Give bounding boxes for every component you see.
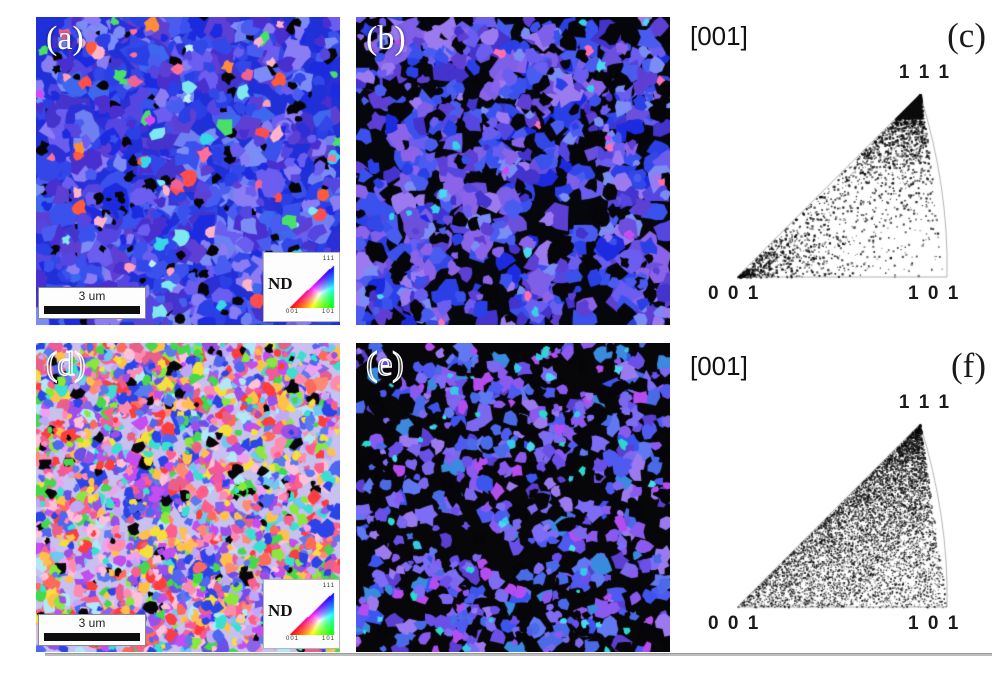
panel-a-ipf-color-key: ND 111 001 101 (263, 252, 340, 322)
scalebar-label: 3 um (78, 616, 106, 630)
scalebar-bar (44, 306, 140, 314)
panel-f-direction-label: [001] (690, 351, 748, 381)
panel-d-scalebar: 3 um (38, 614, 146, 646)
key-corner-001: 001 (286, 636, 300, 642)
scalebar-bar (44, 633, 140, 641)
key-corner-111: 111 (322, 256, 335, 262)
ipf-color-triangle: 111 001 101 (286, 583, 338, 643)
key-corner-101: 101 (321, 309, 335, 315)
key-corner-101: 101 (321, 636, 335, 642)
key-corner-001: 001 (286, 309, 300, 315)
ipf-color-triangle-canvas (289, 591, 335, 635)
ipf-f-scatter-canvas (685, 417, 995, 617)
ebsd-map-e-canvas (356, 343, 670, 652)
ipf-c-scatter-canvas (685, 87, 995, 287)
ebsd-map-b-canvas (356, 17, 670, 325)
panel-e-label: (e) (365, 345, 404, 383)
panel-c-label: (c) (947, 16, 986, 55)
key-corner-111: 111 (322, 583, 335, 589)
panel-c-corner-001: 0 0 1 (708, 283, 761, 304)
panel-f-label: (f) (951, 346, 986, 385)
panel-d-ipf-color-key: ND 111 001 101 (263, 579, 340, 649)
panel-c-direction-label: [001] (690, 21, 748, 51)
panel-d-ebsd-map: (d) 3 um ND 111 001 101 (36, 343, 340, 652)
bottom-divider-line (45, 653, 992, 656)
panel-c-inverse-pole-figure: [001] (c) 1 1 1 0 0 1 1 0 1 (680, 14, 1008, 314)
nd-direction-label: ND (268, 601, 293, 620)
panel-f-corner-111: 1 1 1 (898, 392, 952, 413)
panel-d-label: (d) (45, 345, 86, 383)
panel-f-corner-101: 1 0 1 (908, 613, 961, 634)
panel-a-label: (a) (46, 20, 84, 57)
panel-c-corner-111: 1 1 1 (898, 62, 952, 83)
nd-direction-label: ND (268, 274, 293, 293)
panel-c-corner-101: 1 0 1 (908, 283, 961, 304)
panel-e-ebsd-map: (e) (356, 343, 670, 652)
ipf-color-triangle: 111 001 101 (286, 256, 338, 316)
panel-b-label: (b) (366, 20, 406, 57)
panel-a-scalebar: 3 um (38, 287, 146, 319)
ipf-color-triangle-canvas (289, 264, 335, 308)
panel-f-inverse-pole-figure: [001] (f) 1 1 1 0 0 1 1 0 1 (680, 344, 1008, 644)
panel-b-ebsd-map: (b) (356, 17, 670, 325)
panel-f-corner-001: 0 0 1 (708, 613, 761, 634)
panel-a-ebsd-map: (a) 3 um ND 111 001 101 (36, 17, 340, 325)
scalebar-label: 3 um (78, 289, 106, 303)
